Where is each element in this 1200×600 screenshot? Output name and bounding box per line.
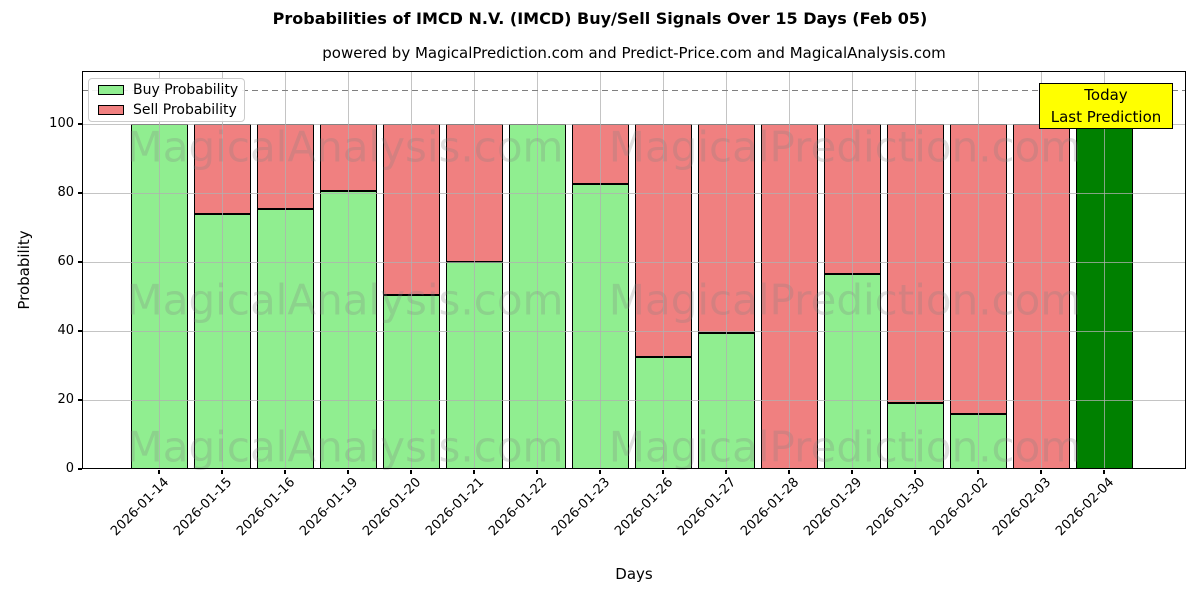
sell-swatch-icon <box>98 105 124 115</box>
x-tick-2026-01-26 <box>662 469 664 474</box>
x-tick-2026-01-15 <box>221 469 223 474</box>
x-tick-label-2026-01-15: 2026-01-15 <box>171 475 236 540</box>
v-gridline-2026-02-04 <box>1104 71 1105 469</box>
x-tick-label-2026-02-04: 2026-02-04 <box>1053 475 1118 540</box>
x-tick-label-2026-02-02: 2026-02-02 <box>927 475 992 540</box>
y-axis-label: Probability <box>15 230 33 310</box>
legend: Buy Probability Sell Probability <box>88 78 245 122</box>
y-tick-label-0: 0 <box>65 461 74 476</box>
plot-area: MagicalAnalysis.com MagicalPrediction.com… <box>82 71 1186 472</box>
x-tick-2026-01-20 <box>410 469 412 474</box>
v-gridline-2026-01-16 <box>285 71 286 469</box>
x-axis-label: Days <box>615 565 653 583</box>
v-gridline-2026-01-30 <box>915 71 916 469</box>
y-tick-80 <box>77 192 82 194</box>
x-tick-2026-02-02 <box>977 469 979 474</box>
y-tick-20 <box>77 399 82 401</box>
x-tick-2026-01-14 <box>158 469 160 474</box>
h-gridline-60 <box>82 262 1186 263</box>
x-tick-2026-01-19 <box>347 469 349 474</box>
x-tick-label-2026-01-29: 2026-01-29 <box>801 475 866 540</box>
v-gridline-2026-01-21 <box>474 71 475 469</box>
y-tick-100 <box>77 123 82 125</box>
v-gridline-2026-02-02 <box>978 71 979 469</box>
legend-label-sell: Sell Probability <box>133 101 237 118</box>
y-tick-label-20: 20 <box>57 392 74 407</box>
v-gridline-2026-01-14 <box>159 71 160 469</box>
chart-title: Probabilities of IMCD N.V. (IMCD) Buy/Se… <box>272 9 928 28</box>
x-tick-label-2026-02-03: 2026-02-03 <box>990 475 1055 540</box>
h-gridline-40 <box>82 331 1186 332</box>
x-tick-2026-01-30 <box>914 469 916 474</box>
x-tick-2026-02-04 <box>1103 469 1105 474</box>
x-tick-2026-01-21 <box>473 469 475 474</box>
x-tick-2026-01-27 <box>725 469 727 474</box>
y-tick-label-60: 60 <box>57 254 74 269</box>
v-gridline-2026-01-22 <box>537 71 538 469</box>
x-tick-label-2026-01-27: 2026-01-27 <box>675 475 740 540</box>
x-tick-label-2026-01-20: 2026-01-20 <box>360 475 425 540</box>
v-gridline-2026-01-15 <box>222 71 223 469</box>
x-tick-label-2026-01-16: 2026-01-16 <box>234 475 299 540</box>
v-gridline-2026-01-29 <box>852 71 853 469</box>
annotation-line-2: Last Prediction <box>1050 108 1162 126</box>
annotation-line-1: Today <box>1084 86 1128 104</box>
y-tick-label-40: 40 <box>57 323 74 338</box>
x-tick-label-2026-01-28: 2026-01-28 <box>738 475 803 540</box>
y-tick-label-100: 100 <box>49 116 74 131</box>
threshold-dashed-line <box>82 89 1186 91</box>
y-tick-40 <box>77 330 82 332</box>
x-tick-label-2026-01-26: 2026-01-26 <box>612 475 677 540</box>
x-tick-2026-02-03 <box>1040 469 1042 474</box>
v-gridline-2026-01-28 <box>789 71 790 469</box>
x-tick-2026-01-16 <box>284 469 286 474</box>
x-tick-label-2026-01-22: 2026-01-22 <box>486 475 551 540</box>
v-gridline-2026-01-26 <box>663 71 664 469</box>
legend-item-sell: Sell Probability <box>89 101 244 118</box>
y-tick-0 <box>77 468 82 470</box>
x-tick-2026-01-29 <box>851 469 853 474</box>
v-gridline-2026-01-23 <box>600 71 601 469</box>
x-tick-2026-01-22 <box>536 469 538 474</box>
x-tick-2026-01-23 <box>599 469 601 474</box>
x-tick-2026-01-28 <box>788 469 790 474</box>
legend-item-buy: Buy Probability <box>89 81 244 98</box>
v-gridline-2026-02-03 <box>1041 71 1042 469</box>
v-gridline-2026-01-27 <box>726 71 727 469</box>
x-tick-label-2026-01-23: 2026-01-23 <box>549 475 614 540</box>
legend-label-buy: Buy Probability <box>133 81 239 98</box>
h-gridline-100 <box>82 124 1186 125</box>
chart-subtitle: powered by MagicalPrediction.com and Pre… <box>322 44 946 62</box>
x-tick-label-2026-01-30: 2026-01-30 <box>864 475 929 540</box>
x-tick-label-2026-01-19: 2026-01-19 <box>297 475 362 540</box>
v-gridline-2026-01-20 <box>411 71 412 469</box>
x-tick-label-2026-01-14: 2026-01-14 <box>108 475 173 540</box>
h-gridline-80 <box>82 193 1186 194</box>
buy-swatch-icon <box>98 85 124 95</box>
v-gridline-2026-01-19 <box>348 71 349 469</box>
h-gridline-20 <box>82 400 1186 401</box>
today-annotation-box: Today Last Prediction <box>1039 83 1173 129</box>
y-tick-label-80: 80 <box>57 185 74 200</box>
x-tick-label-2026-01-21: 2026-01-21 <box>423 475 488 540</box>
y-tick-60 <box>77 261 82 263</box>
